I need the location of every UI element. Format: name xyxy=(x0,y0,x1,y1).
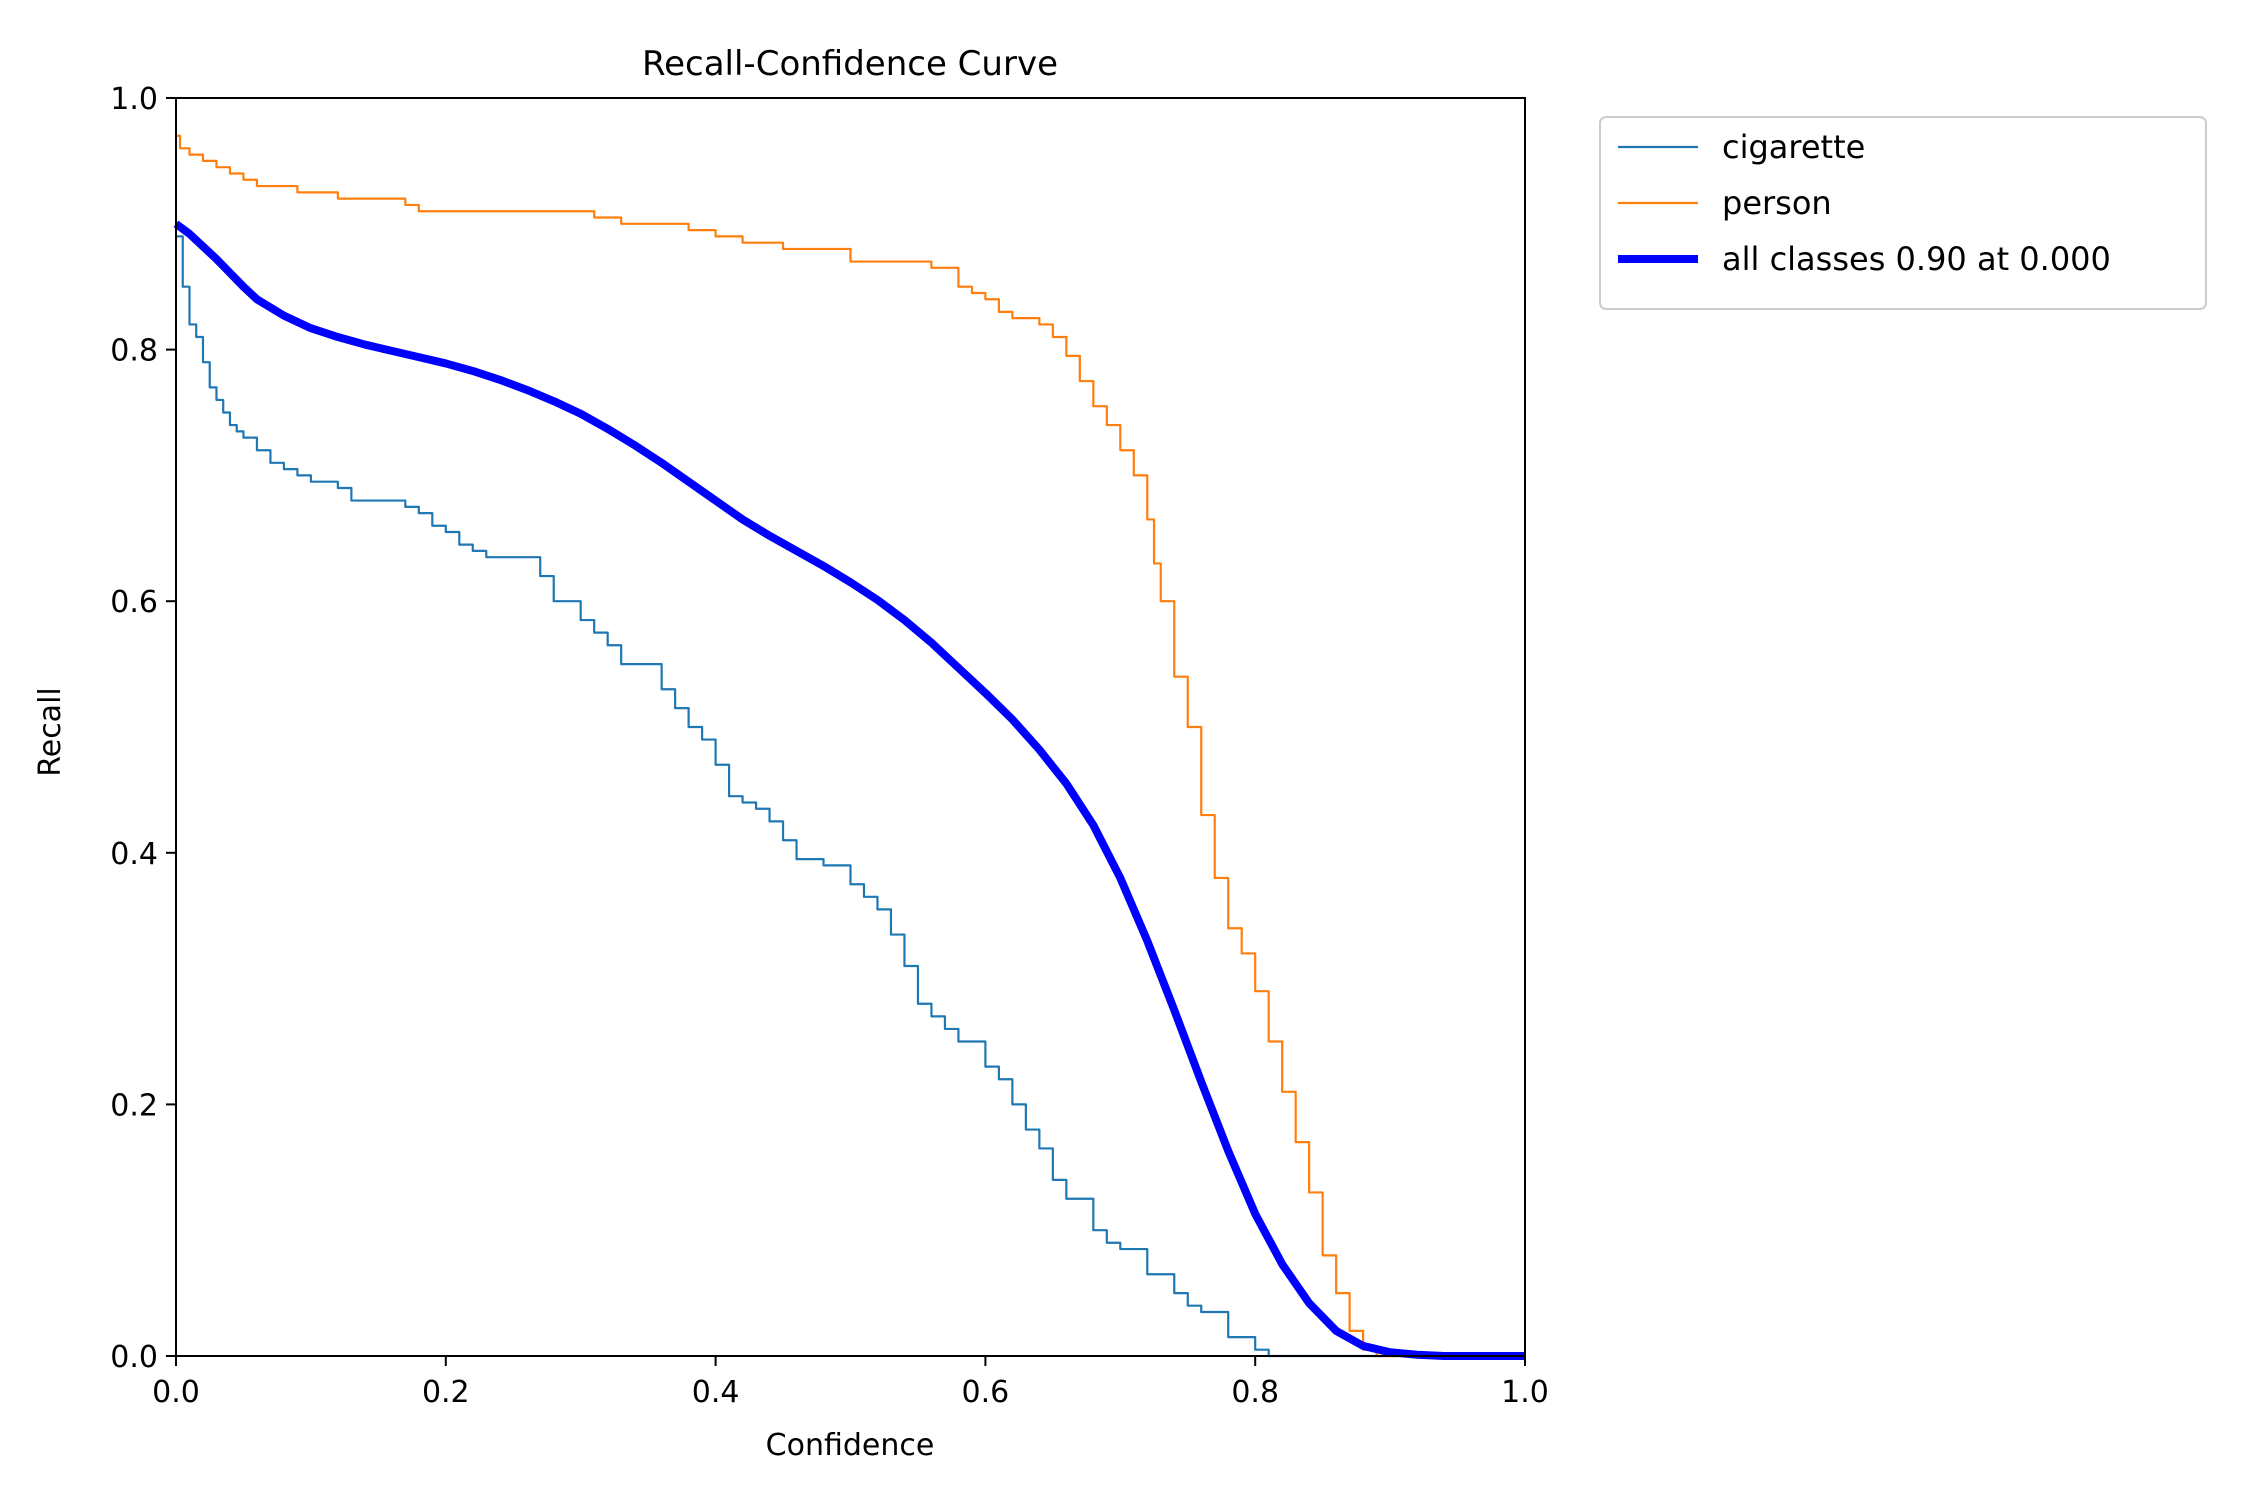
y-tick-label: 0.2 xyxy=(110,1088,158,1123)
y-tick-label: 0.4 xyxy=(110,837,158,872)
legend-label: all classes 0.90 at 0.000 xyxy=(1722,240,2111,278)
x-tick-label: 0.6 xyxy=(962,1375,1010,1410)
legend-label: person xyxy=(1722,184,1832,222)
legend: cigarette person all classes 0.90 at 0.000 xyxy=(1599,116,2207,310)
y-axis-label: Recall xyxy=(33,687,68,777)
y-tick-label: 0.0 xyxy=(110,1340,158,1375)
x-tick-label: 0.2 xyxy=(422,1375,470,1410)
plot-frame xyxy=(175,97,1526,1357)
y-tick-label: 1.0 xyxy=(110,82,158,117)
plot-area xyxy=(173,134,1525,1360)
series-line-2 xyxy=(173,220,1525,1360)
x-tick-label: 0.0 xyxy=(152,1375,200,1410)
x-tick-label: 1.0 xyxy=(1501,1375,1549,1410)
x-tick-label: 0.8 xyxy=(1231,1375,1279,1410)
y-tick-label: 0.8 xyxy=(110,334,158,369)
series-line-0 xyxy=(176,235,1525,1358)
chart-title: Recall-Confidence Curve xyxy=(642,44,1058,84)
x-axis-label: Confidence xyxy=(766,1428,935,1463)
legend-label: cigarette xyxy=(1722,128,1865,166)
series-line-1 xyxy=(176,134,1525,1358)
x-tick-label: 0.4 xyxy=(692,1375,740,1410)
axes: 0.0 0.2 0.4 0.6 0.8 1.0 0.0 0.2 0.4 0.6 0.8 1.0 xyxy=(110,82,1549,1410)
legend-box xyxy=(1599,116,2207,310)
y-tick-label: 0.6 xyxy=(110,585,158,620)
